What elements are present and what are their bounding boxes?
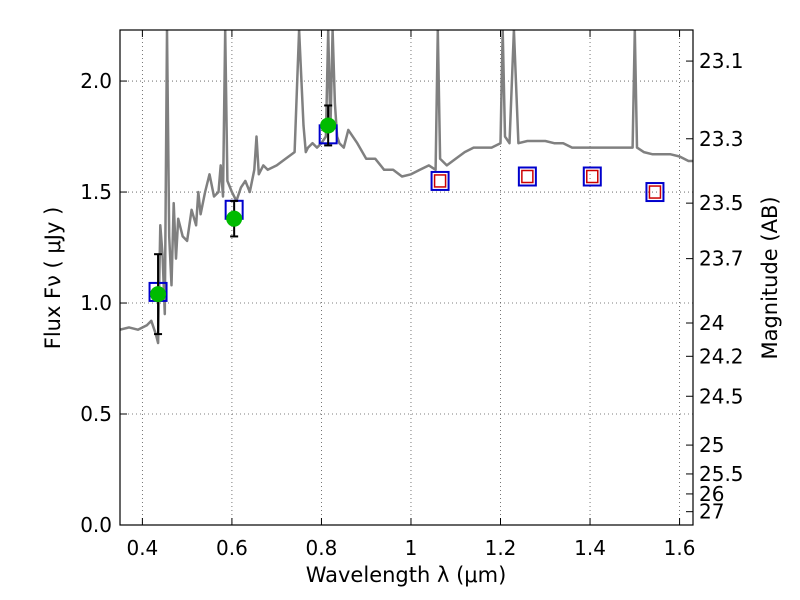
ticks: 0.4 0.6 0.8 1 1.2 1.4 1.6 0.0 0.5 1.0 1.5 2.0 23.1 23… bbox=[80, 30, 744, 560]
y2-tick-label: 23.7 bbox=[699, 247, 744, 271]
x-tick-label: 0.6 bbox=[216, 536, 248, 560]
y2-tick-label: 25.5 bbox=[699, 462, 744, 486]
y-tick-label: 1.5 bbox=[80, 180, 112, 204]
y2-tick-label: 23.1 bbox=[699, 49, 744, 73]
y2-tick-label: 27 bbox=[699, 500, 724, 524]
model-point bbox=[517, 166, 537, 187]
y2-tick-label: 24 bbox=[699, 311, 724, 335]
y-tick-label: 1.0 bbox=[80, 291, 112, 315]
y2-tick-label: 24.2 bbox=[699, 344, 744, 368]
y-tick-label: 0.0 bbox=[80, 513, 112, 537]
model-point bbox=[582, 166, 602, 187]
plot-frame bbox=[119, 29, 694, 526]
model-point bbox=[430, 170, 450, 191]
y2-tick-label: 25 bbox=[699, 433, 724, 457]
y-tick-label: 0.5 bbox=[80, 402, 112, 426]
observed-point bbox=[226, 210, 243, 227]
x-tick-label: 1 bbox=[405, 536, 418, 560]
x-tick-label: 0.4 bbox=[126, 536, 158, 560]
model-point bbox=[645, 182, 665, 203]
predicted-point bbox=[521, 169, 534, 184]
y2-tick-label: 23.5 bbox=[699, 191, 744, 215]
spectrum-line bbox=[120, 30, 693, 345]
y2-tick-label: 26 bbox=[699, 482, 724, 506]
x-axis-label: Wavelength λ (μm) bbox=[306, 563, 507, 587]
y2-tick-label: 23.3 bbox=[699, 127, 744, 151]
plot-area bbox=[120, 30, 693, 345]
y2-axis-label: Magnitude (AB) bbox=[758, 196, 782, 359]
observed-point bbox=[320, 117, 337, 134]
x-tick-label: 1.2 bbox=[485, 536, 517, 560]
x-tick-label: 1.6 bbox=[664, 536, 696, 560]
x-tick-label: 1.4 bbox=[574, 536, 606, 560]
x-tick-label: 0.8 bbox=[306, 536, 338, 560]
observed-point bbox=[150, 286, 167, 303]
predicted-point bbox=[648, 185, 662, 199]
y2-tick-label: 24.5 bbox=[699, 384, 744, 408]
y-tick-label: 2.0 bbox=[80, 69, 112, 93]
y-axis-label: Flux Fν ( μJy ) bbox=[41, 207, 65, 350]
predicted-point bbox=[433, 174, 447, 188]
predicted-point bbox=[586, 169, 599, 184]
grid bbox=[120, 30, 693, 526]
